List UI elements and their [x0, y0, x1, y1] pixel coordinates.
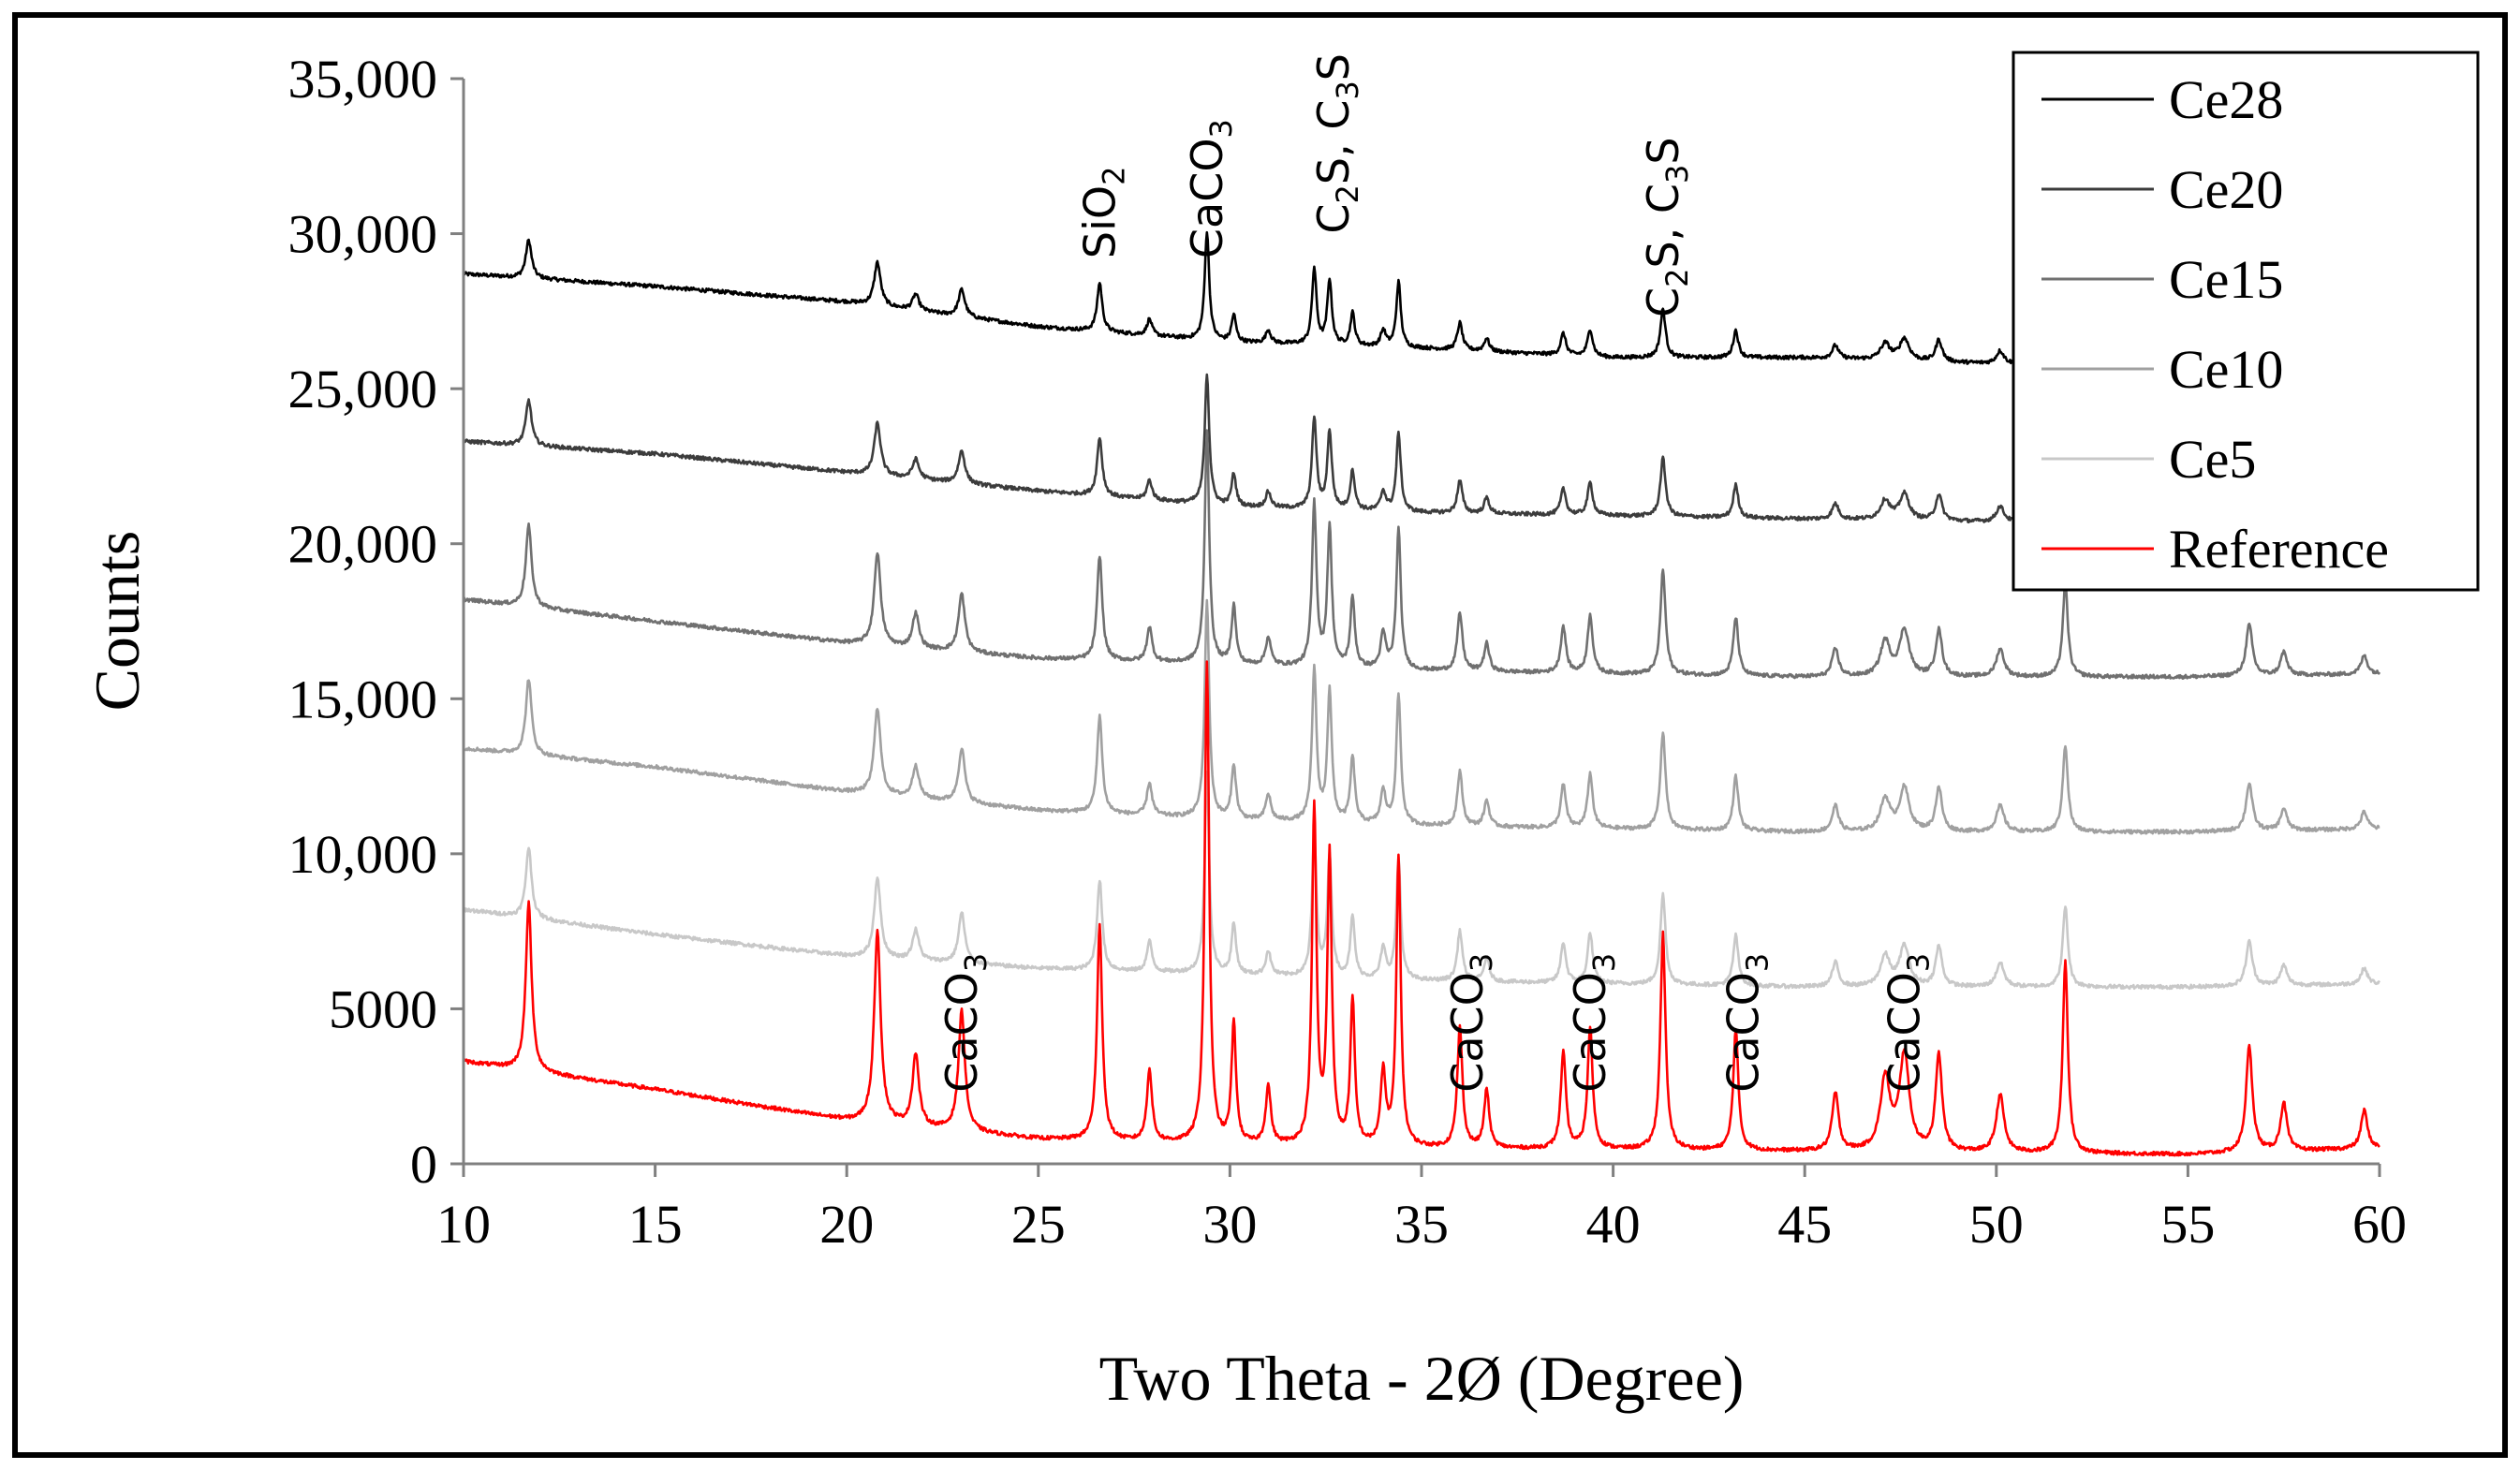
y-tick-label: 25,000 [288, 359, 438, 419]
annotation-sub: 3 [1464, 953, 1499, 972]
series-reference-line [462, 660, 2380, 1157]
x-tick-label: 20 [819, 1194, 874, 1255]
annotation-base: CaCO [936, 972, 987, 1093]
annotation-sub: 3 [1203, 119, 1239, 138]
annotation-sub: 2 [1096, 167, 1131, 185]
x-tick-label: 50 [1969, 1194, 2024, 1255]
y-tick-label: 30,000 [288, 204, 438, 265]
annotation-caco3-43: CaCO3 [1718, 953, 1776, 1093]
annotation-sub: 3 [1901, 953, 1937, 972]
series-ce28-line [462, 230, 2017, 365]
x-tick-label: 10 [436, 1194, 491, 1255]
annotation-mid: S, C [1308, 100, 1359, 185]
x-tick-label: 15 [628, 1194, 683, 1255]
annotation-sub: 3 [1586, 953, 1622, 972]
legend-box [2012, 51, 2480, 592]
annotation-caco3-23: CaCO3 [936, 953, 994, 1093]
annotation-tail: S [1638, 137, 1688, 164]
annotation-mid: S, C [1638, 184, 1688, 269]
annotation-base: CaCO [1718, 972, 1769, 1093]
annotation-sub2: 3 [1330, 81, 1365, 99]
series-ce10-line [463, 598, 2380, 835]
x-tick-label: 30 [1202, 1194, 1257, 1255]
y-tick-label: 20,000 [288, 514, 438, 575]
annotation-base: CaCO [1442, 972, 1493, 1093]
legend-label-ce5: Ce5 [2169, 429, 2256, 490]
series-ce20-line [463, 373, 2016, 524]
annotation-base: C [1308, 203, 1359, 233]
x-tick-label: 55 [2160, 1194, 2215, 1255]
annotation-caco3-36: CaCO3 [1442, 953, 1499, 1093]
y-tick-label: 10,000 [288, 824, 438, 885]
annotation-c2s-c3s-1: C2S, C3S [1308, 53, 1365, 234]
annotation-sub: 2 [1330, 184, 1365, 203]
x-axis-title: Two Theta - 2Ø (Degree) [1099, 1343, 1745, 1414]
legend-label-ce15: Ce15 [2169, 249, 2283, 310]
y-tick-label: 35,000 [288, 49, 438, 110]
legend-label-ce28: Ce28 [2169, 69, 2283, 130]
x-tick-label: 40 [1586, 1194, 1641, 1255]
x-tick-label: 25 [1011, 1194, 1066, 1255]
annotation-sub: 3 [958, 953, 994, 972]
legend-label-reference: Reference [2169, 519, 2389, 580]
annotation-base: SiO [1074, 185, 1125, 258]
annotation-caco3-47: CaCO3 [1879, 953, 1937, 1093]
x-tick-label: 35 [1394, 1194, 1449, 1255]
y-tick-label: 5000 [329, 978, 437, 1039]
annotation-caco3-top: CaCO3 [1182, 119, 1239, 258]
y-tick-label: 15,000 [288, 669, 438, 729]
x-tick-label: 60 [2352, 1194, 2407, 1255]
series-ce5-line [463, 770, 2381, 991]
annotation-sub: 3 [1740, 953, 1776, 972]
y-ticks: 0 5000 10,000 15,000 20,000 25,000 30,000 35,00… [288, 49, 464, 1195]
annotation-sio2: SiO2 [1074, 167, 1131, 259]
legend-label-ce10: Ce10 [2169, 339, 2283, 400]
series-ce15-line [463, 429, 2381, 680]
annotation-sub2: 3 [1659, 165, 1695, 184]
x-ticks: 10 15 20 25 30 35 40 45 50 55 60 [436, 1164, 2407, 1255]
series-layer [462, 230, 2381, 1157]
y-tick-label: 0 [410, 1134, 437, 1195]
annotation-c2s-c3s-2: C2S, C3S [1638, 137, 1695, 317]
legend: Ce28 Ce20 Ce15 Ce10 Ce5 Reference [2012, 51, 2480, 592]
annotation-base: CaCO [1182, 138, 1232, 258]
annotation-base: C [1638, 287, 1688, 317]
annotation-base: CaCO [1565, 972, 1615, 1093]
annotation-sub: 2 [1659, 269, 1695, 287]
legend-items: Ce28 Ce20 Ce15 Ce10 Ce5 Reference [2041, 69, 2389, 580]
y-axis-title: Counts [81, 531, 153, 712]
x-tick-label: 45 [1777, 1194, 1832, 1255]
annotation-caco3-39: CaCO3 [1565, 953, 1622, 1093]
annotation-tail: S [1308, 53, 1359, 81]
annotation-base: CaCO [1879, 972, 1930, 1093]
legend-label-ce20: Ce20 [2169, 159, 2283, 220]
